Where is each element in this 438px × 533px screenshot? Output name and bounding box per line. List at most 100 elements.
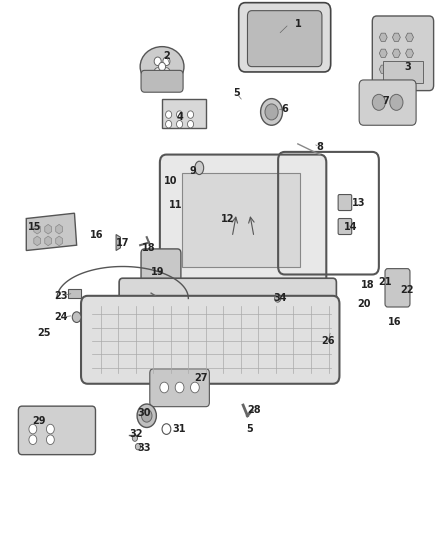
Text: 21: 21 [379,278,392,287]
Circle shape [166,120,172,128]
FancyBboxPatch shape [150,369,209,407]
Polygon shape [379,65,387,74]
Bar [383,61,423,83]
Polygon shape [26,213,77,251]
Text: 30: 30 [138,408,151,418]
FancyBboxPatch shape [338,219,352,235]
Text: 28: 28 [247,406,261,415]
Text: 29: 29 [33,416,46,426]
FancyBboxPatch shape [160,155,326,288]
Bar [68,289,81,298]
Text: 8: 8 [316,142,323,151]
Circle shape [166,111,172,118]
FancyBboxPatch shape [359,80,416,125]
Circle shape [372,94,385,110]
FancyBboxPatch shape [338,195,352,211]
Circle shape [261,99,283,125]
Circle shape [132,435,138,441]
Polygon shape [392,49,400,58]
Text: 27: 27 [195,374,208,383]
Text: 23: 23 [55,291,68,301]
Circle shape [46,424,54,434]
Text: 33: 33 [138,443,151,453]
Text: 4: 4 [176,112,183,122]
Circle shape [46,435,54,445]
Circle shape [265,104,278,120]
Circle shape [159,62,166,71]
Circle shape [137,404,156,427]
Ellipse shape [140,47,184,86]
FancyBboxPatch shape [239,3,331,72]
Circle shape [275,295,281,302]
Polygon shape [406,49,413,58]
Text: 11: 11 [169,200,182,210]
Text: 34: 34 [274,294,287,303]
FancyBboxPatch shape [385,269,410,307]
Circle shape [163,57,170,66]
Text: 25: 25 [37,328,50,338]
Circle shape [175,382,184,393]
Text: 3: 3 [404,62,411,71]
Text: 24: 24 [55,312,68,322]
Polygon shape [392,65,400,74]
Circle shape [135,443,141,450]
Text: 16: 16 [90,230,103,239]
Circle shape [154,57,161,66]
Text: 13: 13 [353,198,366,207]
Text: 15: 15 [28,222,42,231]
Text: 5: 5 [233,88,240,98]
Text: 18: 18 [361,280,375,290]
FancyBboxPatch shape [119,278,336,316]
Circle shape [160,382,169,393]
Text: 14: 14 [344,222,357,231]
Text: 16: 16 [388,318,401,327]
Text: 32: 32 [129,430,142,439]
Text: 9: 9 [189,166,196,175]
Text: 12: 12 [221,214,234,223]
Bar [162,99,206,128]
Circle shape [177,120,183,128]
Polygon shape [45,224,52,234]
Polygon shape [45,236,52,246]
Polygon shape [116,235,120,251]
Polygon shape [34,236,41,246]
Text: 2: 2 [163,51,170,61]
Circle shape [187,120,194,128]
Circle shape [162,424,171,434]
Circle shape [29,424,37,434]
Circle shape [191,382,199,393]
Circle shape [141,409,152,422]
Text: 6: 6 [281,104,288,114]
Text: 31: 31 [173,424,186,434]
Polygon shape [379,49,387,58]
Polygon shape [379,33,387,42]
FancyBboxPatch shape [247,11,322,67]
FancyBboxPatch shape [81,296,339,384]
Polygon shape [34,224,41,234]
Text: 20: 20 [357,299,370,309]
Polygon shape [406,33,413,42]
Text: 10: 10 [164,176,177,186]
Circle shape [163,68,170,76]
Circle shape [72,312,81,322]
Text: 26: 26 [322,336,335,346]
Ellipse shape [195,161,204,175]
Text: 1: 1 [294,19,301,29]
Bar [182,173,300,266]
Text: 7: 7 [382,96,389,106]
Text: 18: 18 [142,243,156,253]
Text: 17: 17 [116,238,129,247]
Polygon shape [392,33,400,42]
Polygon shape [56,236,63,246]
Text: 19: 19 [151,267,164,277]
FancyBboxPatch shape [141,249,181,289]
Circle shape [29,435,37,445]
Circle shape [154,68,161,76]
Polygon shape [406,65,413,74]
Polygon shape [56,224,63,234]
Circle shape [187,111,194,118]
Circle shape [177,111,183,118]
Text: 22: 22 [401,286,414,295]
FancyBboxPatch shape [372,16,434,91]
FancyBboxPatch shape [141,70,183,92]
